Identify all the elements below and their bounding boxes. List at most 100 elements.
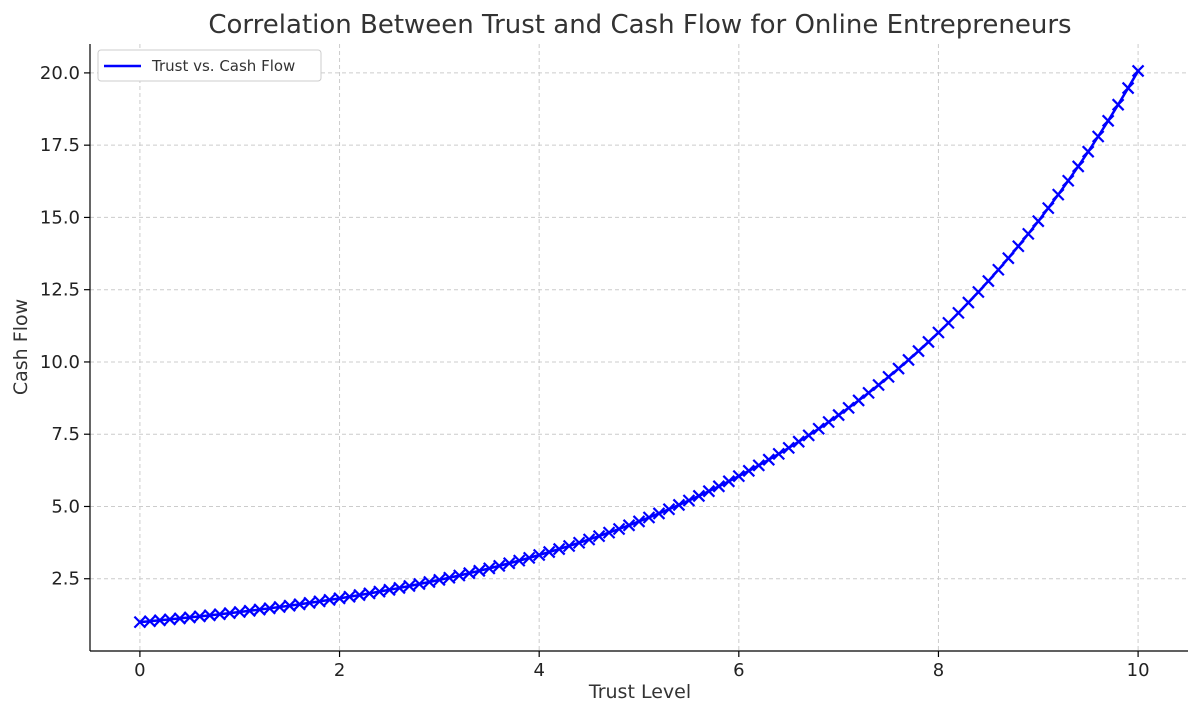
data-point-91 <box>1041 201 1055 215</box>
grid <box>90 44 1188 651</box>
data-point-11 <box>243 604 256 618</box>
x-tick-label-5: 10 <box>1127 660 1150 681</box>
data-point-62 <box>752 459 766 472</box>
legend-box <box>97 49 322 82</box>
data-point-75 <box>882 370 895 384</box>
data-point-2 <box>153 614 167 627</box>
data-point-26 <box>393 581 406 595</box>
data-point-54 <box>672 498 686 512</box>
data-point-71 <box>842 401 855 415</box>
data-point-87 <box>1002 251 1015 265</box>
data-point-57 <box>702 484 716 498</box>
data-point-47 <box>602 526 616 539</box>
y-tick-label-0: 2.5 <box>51 569 80 590</box>
data-point-43 <box>562 539 576 553</box>
data-point-76 <box>892 362 905 375</box>
x-tick-label-4: 8 <box>933 660 944 681</box>
data-point-24 <box>373 585 386 598</box>
data-point-7 <box>203 609 217 622</box>
data-point-50 <box>632 515 646 528</box>
data-point-70 <box>832 408 845 422</box>
data-point-25 <box>383 583 396 597</box>
data-point-66 <box>792 435 805 448</box>
data-point-94 <box>1071 160 1085 173</box>
data-point-41 <box>542 545 556 559</box>
data-point-53 <box>662 502 676 516</box>
data-point-78 <box>912 344 925 358</box>
data-point-22 <box>353 588 366 602</box>
data-point-56 <box>692 489 706 503</box>
data-point-64 <box>772 447 786 461</box>
data-point-67 <box>802 429 815 442</box>
data-point-55 <box>682 494 696 507</box>
data-point-6 <box>193 610 207 623</box>
data-point-86 <box>992 263 1005 277</box>
data-point-60 <box>732 469 746 483</box>
data-point-3 <box>163 613 177 626</box>
data-point-12 <box>253 603 266 616</box>
data-point-52 <box>652 507 666 520</box>
data-point-63 <box>762 453 776 466</box>
data-point-21 <box>343 590 356 603</box>
x-axis-ticks: 0 2 4 6 8 10 <box>134 651 1150 681</box>
data-point-69 <box>822 415 835 429</box>
data-point-65 <box>782 441 796 455</box>
data-point-1 <box>143 614 157 628</box>
data-point-68 <box>812 422 825 436</box>
data-point-18 <box>313 595 326 608</box>
data-point-100 <box>1131 64 1145 78</box>
data-point-27 <box>403 579 416 593</box>
y-tick-label-6: 17.5 <box>40 135 80 156</box>
data-point-99 <box>1121 81 1135 95</box>
data-point-81 <box>942 316 955 330</box>
data-point-37 <box>502 556 516 570</box>
data-point-96 <box>1091 130 1105 143</box>
x-tick-label-0: 0 <box>134 660 145 681</box>
data-point-61 <box>742 464 756 478</box>
data-point-36 <box>492 559 506 573</box>
data-point-42 <box>552 542 566 556</box>
x-axis-label: Trust Level <box>588 681 691 703</box>
chart-title: Correlation Between Trust and Cash Flow … <box>208 10 1071 40</box>
data-point-49 <box>622 519 636 532</box>
legend-label: Trust vs. Cash Flow <box>151 57 295 75</box>
data-point-13 <box>263 602 276 615</box>
data-point-77 <box>902 353 915 367</box>
data-point-59 <box>722 475 736 488</box>
data-point-97 <box>1101 114 1115 128</box>
data-point-17 <box>303 596 316 610</box>
data-point-34 <box>473 564 486 578</box>
data-point-29 <box>423 575 436 589</box>
data-point-82 <box>952 306 965 320</box>
data-point-20 <box>333 592 346 605</box>
data-point-39 <box>522 551 536 565</box>
y-tick-label-2: 7.5 <box>51 424 80 445</box>
y-tick-label-4: 12.5 <box>40 280 80 301</box>
data-point-31 <box>443 571 456 585</box>
y-axis-ticks: 2.5 5.0 7.5 10.0 12.5 15.0 17.5 20.0 <box>40 63 90 590</box>
data-point-14 <box>273 600 286 614</box>
data-point-40 <box>532 548 546 562</box>
data-point-15 <box>283 599 296 612</box>
data-point-45 <box>582 533 596 546</box>
data-point-73 <box>862 386 875 400</box>
data-point-46 <box>592 529 606 543</box>
data-point-35 <box>482 562 496 575</box>
data-point-0 <box>133 615 147 629</box>
data-point-98 <box>1111 98 1125 111</box>
x-tick-label-1: 2 <box>334 660 345 681</box>
y-tick-label-5: 15.0 <box>40 207 80 228</box>
data-point-85 <box>982 274 995 288</box>
data-point-83 <box>962 296 975 309</box>
data-point-4 <box>173 612 187 625</box>
data-point-32 <box>453 569 466 582</box>
data-point-93 <box>1061 174 1075 188</box>
data-point-38 <box>512 554 526 567</box>
x-tick-label-2: 4 <box>533 660 544 681</box>
data-point-9 <box>223 606 237 620</box>
data-point-44 <box>572 536 586 550</box>
x-tick-label-3: 6 <box>733 660 744 681</box>
data-point-90 <box>1031 214 1045 228</box>
